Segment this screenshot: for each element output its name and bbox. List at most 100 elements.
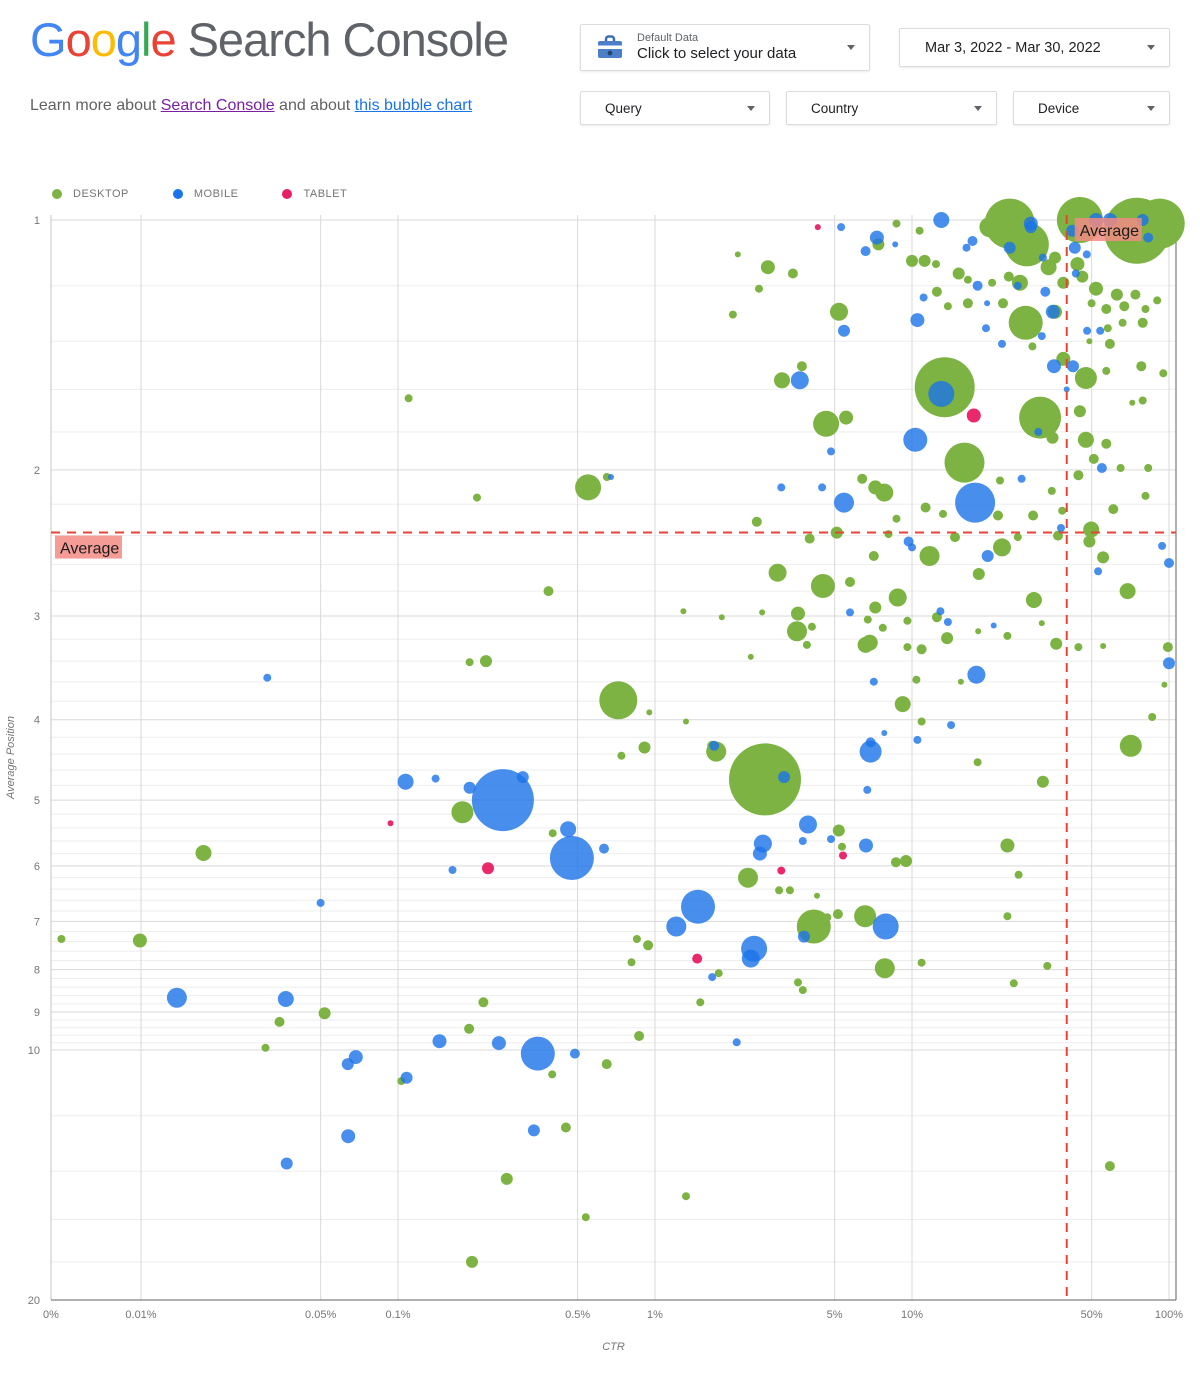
bubble-desktop[interactable] <box>878 623 887 632</box>
bubble-desktop[interactable] <box>918 254 931 267</box>
bubble-desktop[interactable] <box>1104 1161 1115 1172</box>
bubble-mobile[interactable] <box>982 324 990 333</box>
bubble-desktop[interactable] <box>729 743 801 816</box>
bubble-desktop[interactable] <box>917 958 926 967</box>
bubble-mobile[interactable] <box>955 482 996 523</box>
bubble-desktop[interactable] <box>1036 775 1049 788</box>
bubble-desktop[interactable] <box>548 829 557 838</box>
bubble-desktop[interactable] <box>1137 317 1148 328</box>
bubble-desktop[interactable] <box>1003 912 1012 921</box>
bubble-desktop[interactable] <box>638 741 651 754</box>
bubble-desktop[interactable] <box>804 533 815 544</box>
bubble-mobile[interactable] <box>943 618 952 626</box>
bubble-tablet[interactable] <box>839 851 847 860</box>
bubble-desktop[interactable] <box>1118 318 1127 327</box>
bubble-mobile[interactable] <box>777 483 786 492</box>
bubble-desktop[interactable] <box>791 606 805 621</box>
bubble-desktop[interactable] <box>832 909 843 920</box>
bubble-desktop[interactable] <box>868 551 879 561</box>
bubble-desktop[interactable] <box>1025 592 1042 608</box>
filter-country[interactable]: Country <box>786 91 997 125</box>
bubble-mobile[interactable] <box>818 483 827 492</box>
bubble-mobile[interactable] <box>1047 359 1061 374</box>
bubble-mobile[interactable] <box>869 230 884 245</box>
bubble-desktop[interactable] <box>1100 643 1107 649</box>
bubble-mobile[interactable] <box>431 774 440 783</box>
bubble-desktop[interactable] <box>892 219 901 228</box>
bubble-mobile[interactable] <box>527 1124 540 1137</box>
bubble-desktop[interactable] <box>1108 504 1119 515</box>
bubble-mobile[interactable] <box>569 1048 580 1059</box>
bubble-mobile[interactable] <box>608 474 614 480</box>
bubble-mobile[interactable] <box>1040 286 1051 297</box>
bubble-desktop[interactable] <box>787 268 798 279</box>
bubble-mobile[interactable] <box>998 339 1006 348</box>
bubble-mobile[interactable] <box>846 608 854 617</box>
bubble-desktop[interactable] <box>814 892 820 899</box>
bubble-desktop[interactable] <box>1074 367 1097 389</box>
bubble-desktop[interactable] <box>768 563 787 582</box>
bubble-desktop[interactable] <box>838 842 846 851</box>
bubble-desktop[interactable] <box>939 509 947 518</box>
bubble-mobile[interactable] <box>666 916 687 937</box>
bubble-desktop[interactable] <box>774 372 790 389</box>
bubble-mobile[interactable] <box>859 838 873 853</box>
bubble-desktop[interactable] <box>1077 431 1094 448</box>
bubble-desktop[interactable] <box>915 226 924 235</box>
bubble-desktop[interactable] <box>932 260 940 269</box>
bubble-desktop[interactable] <box>132 933 147 948</box>
bubble-desktop[interactable] <box>747 653 754 660</box>
bubble-desktop[interactable] <box>1046 431 1059 444</box>
bubble-tablet[interactable] <box>692 953 703 964</box>
bubble-mobile[interactable] <box>752 846 767 861</box>
bubble-mobile[interactable] <box>280 1157 293 1170</box>
bubble-desktop[interactable] <box>1148 713 1157 721</box>
bubble-mobile[interactable] <box>1143 232 1154 243</box>
bubble-desktop[interactable] <box>601 1059 612 1070</box>
bubble-desktop[interactable] <box>894 696 911 713</box>
data-source-selector[interactable]: Default Data Click to select your data <box>580 24 870 71</box>
bubble-desktop[interactable] <box>1073 405 1086 418</box>
search-console-link[interactable]: Search Console <box>160 97 275 114</box>
bubble-desktop[interactable] <box>1129 399 1136 406</box>
bubble-desktop[interactable] <box>832 824 845 837</box>
bubble-desktop[interactable] <box>963 275 972 284</box>
bubble-mobile[interactable] <box>1067 360 1079 373</box>
bubble-desktop[interactable] <box>751 516 762 527</box>
bubble-desktop[interactable] <box>1104 338 1115 349</box>
bubble-desktop[interactable] <box>682 1192 690 1201</box>
filter-device[interactable]: Device <box>1013 91 1170 125</box>
bubble-mobile[interactable] <box>863 785 872 794</box>
bubble-desktop[interactable] <box>1043 961 1052 970</box>
date-range-selector[interactable]: Mar 3, 2022 - Mar 30, 2022 <box>899 28 1170 67</box>
bubble-desktop[interactable] <box>798 986 807 995</box>
bubble-desktop[interactable] <box>875 483 894 502</box>
bubble-mobile[interactable] <box>981 550 994 562</box>
bubble-desktop[interactable] <box>906 254 918 267</box>
bubble-desktop[interactable] <box>941 632 954 645</box>
bubble-mobile[interactable] <box>1094 567 1103 576</box>
bubble-desktop[interactable] <box>1014 870 1023 879</box>
bubble-desktop[interactable] <box>993 510 1003 521</box>
bubble-mobile[interactable] <box>903 427 928 452</box>
bubble-desktop[interactable] <box>950 532 960 543</box>
bubble-desktop[interactable] <box>734 251 741 258</box>
bubble-mobile[interactable] <box>432 1034 447 1049</box>
bubble-desktop[interactable] <box>1087 299 1096 308</box>
bubble-desktop[interactable] <box>892 514 901 523</box>
bubble-mobile[interactable] <box>471 769 534 832</box>
bubble-desktop[interactable] <box>1116 464 1125 472</box>
bubble-mobile[interactable] <box>790 371 809 390</box>
bubble-desktop[interactable] <box>599 681 638 720</box>
bubble-mobile[interactable] <box>1096 326 1105 335</box>
bubble-desktop[interactable] <box>1141 305 1150 313</box>
bubble-mobile[interactable] <box>872 913 899 940</box>
bubble-desktop[interactable] <box>643 940 654 951</box>
bubble-mobile[interactable] <box>1003 241 1016 254</box>
bubble-mobile[interactable] <box>827 835 835 844</box>
bubble-desktop[interactable] <box>1058 506 1067 515</box>
bubble-mobile[interactable] <box>708 973 717 982</box>
bubble-tablet[interactable] <box>387 820 394 827</box>
bubble-desktop[interactable] <box>794 978 802 987</box>
bubble-mobile[interactable] <box>990 622 997 629</box>
